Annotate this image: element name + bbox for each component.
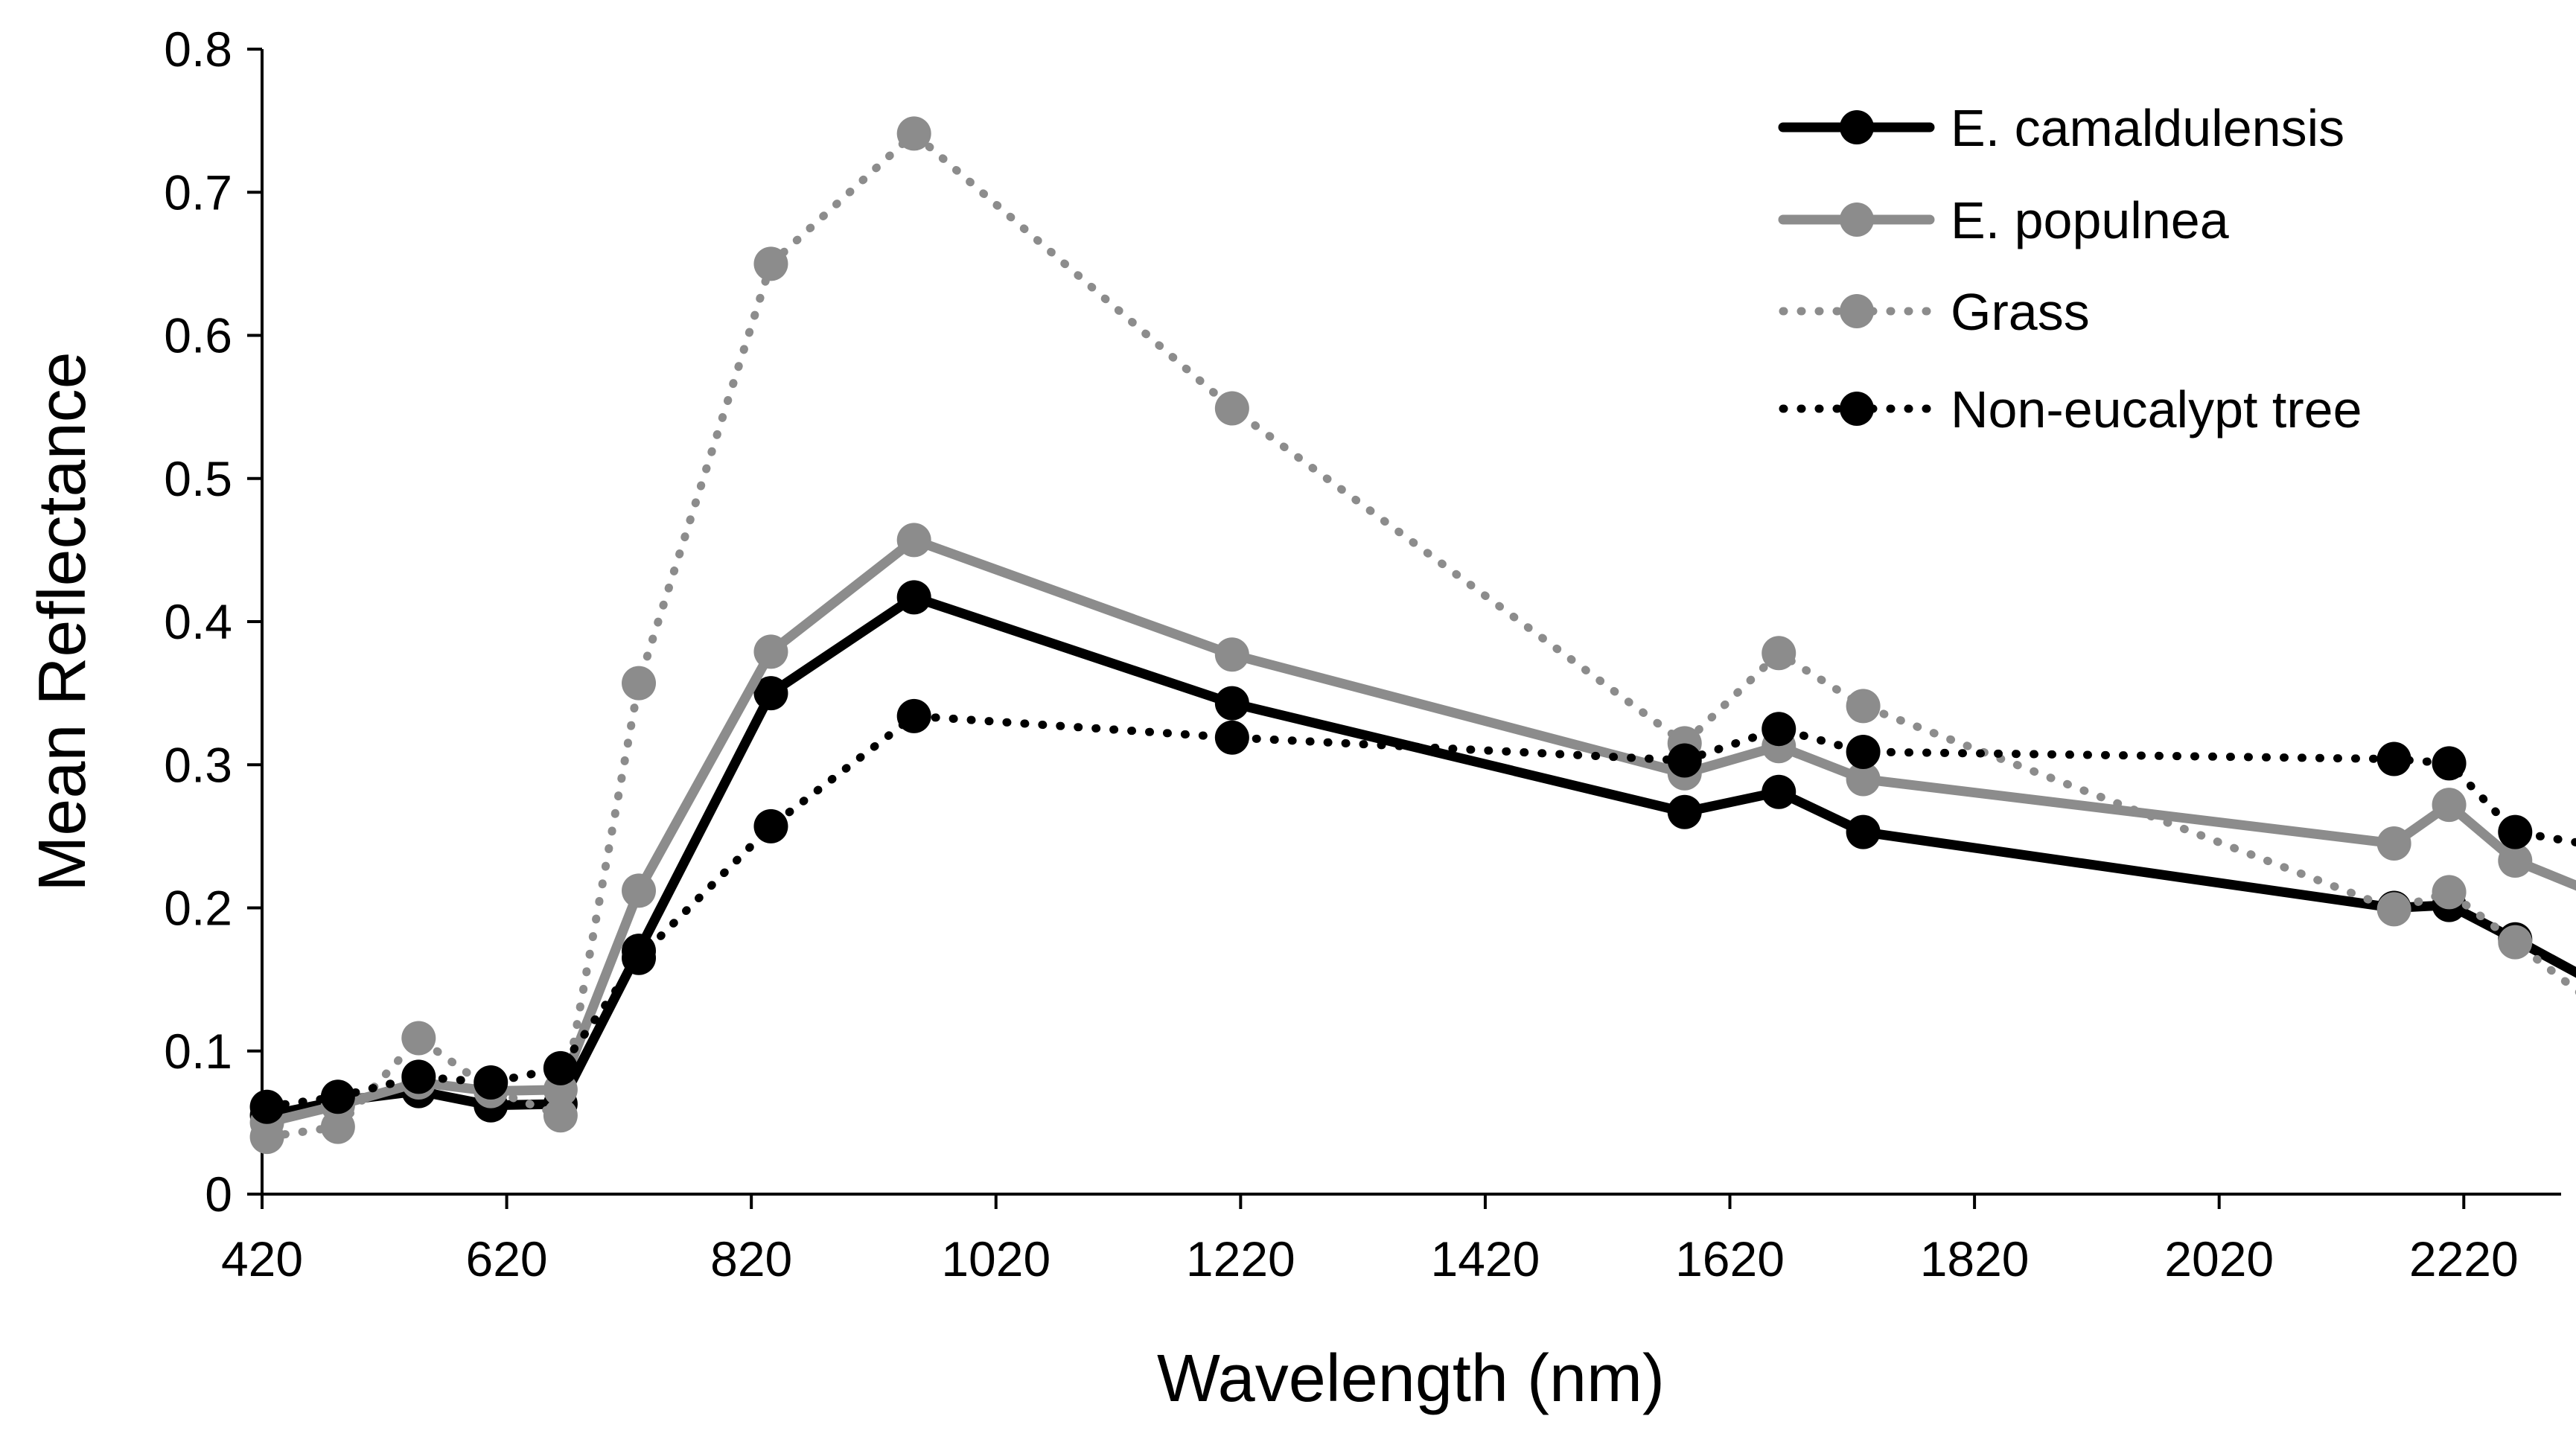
- x-axis-ticks: 420 620 820 1020 1220 1420 1620 1820 2020 2220: [221, 1194, 2519, 1286]
- legend-item: E. camaldulensis: [1778, 99, 2344, 157]
- y-axis-ticks: 0 0.1 0.2 0.3 0.4 0.5 0.6 0.7 0.8: [164, 22, 262, 1222]
- data-point: [1214, 686, 1249, 721]
- legend-label: Grass: [1951, 283, 2090, 341]
- data-point: [1214, 391, 1249, 426]
- data-point: [753, 808, 788, 843]
- data-point: [2376, 826, 2411, 861]
- x-tick-label: 420: [221, 1231, 303, 1286]
- data-point: [401, 1021, 436, 1056]
- x-axis-title: Wavelength (nm): [1157, 1342, 1665, 1416]
- y-tick-label: 0.2: [164, 881, 232, 936]
- series-line: [263, 129, 2576, 1141]
- data-point: [896, 698, 931, 733]
- data-point: [1667, 743, 1702, 778]
- y-tick-label: 0.7: [164, 165, 232, 220]
- y-tick-label: 0.4: [164, 594, 232, 649]
- y-axis-title: Mean Reflectance: [25, 351, 100, 891]
- x-tick-label: 1220: [1186, 1231, 1295, 1286]
- x-tick-label: 2020: [2164, 1231, 2274, 1286]
- data-point: [320, 1079, 355, 1114]
- data-point: [896, 523, 931, 558]
- series: [249, 116, 2576, 1155]
- data-point: [1762, 712, 1796, 747]
- series-e-populnea: [249, 523, 2576, 1140]
- legend-item: Grass: [1779, 283, 2090, 341]
- y-tick-label: 0.5: [164, 451, 232, 506]
- legend: E. camaldulensis E. populnea Grass Non-euca…: [1778, 99, 2362, 438]
- data-point: [543, 1098, 578, 1133]
- data-point: [622, 873, 657, 908]
- x-tick-label: 1020: [941, 1231, 1051, 1286]
- y-tick-label: 0: [205, 1167, 232, 1222]
- x-tick-label: 1620: [1675, 1231, 1785, 1286]
- data-point: [1762, 774, 1796, 809]
- y-tick-label: 0.1: [164, 1024, 232, 1079]
- series-non-eucalypt-tree: [249, 698, 2576, 1124]
- data-point: [753, 246, 788, 281]
- legend-swatch-marker: [1840, 110, 1874, 144]
- y-tick-label: 0.3: [164, 737, 232, 792]
- legend-item: Non-eucalypt tree: [1779, 380, 2362, 438]
- data-point: [2432, 746, 2467, 781]
- data-point: [2432, 875, 2467, 910]
- data-point: [622, 940, 657, 975]
- data-point: [896, 116, 931, 151]
- data-point: [2498, 814, 2533, 849]
- legend-swatch-marker: [1840, 202, 1874, 237]
- data-point: [2376, 741, 2411, 776]
- data-point: [543, 1050, 578, 1085]
- legend-label: E. populnea: [1951, 191, 2229, 249]
- legend-swatch-marker: [1840, 392, 1874, 426]
- legend-item: E. populnea: [1778, 191, 2229, 249]
- x-tick-label: 2220: [2409, 1231, 2519, 1286]
- data-point: [2498, 843, 2533, 878]
- series-e-camaldulensis: [249, 580, 2576, 1133]
- y-tick-label: 0.8: [164, 22, 232, 77]
- data-point: [1214, 637, 1249, 672]
- data-point: [1667, 794, 1702, 829]
- legend-swatch-marker: [1840, 294, 1874, 328]
- data-point: [474, 1065, 508, 1100]
- x-tick-label: 820: [710, 1231, 792, 1286]
- data-point: [753, 676, 788, 711]
- data-point: [2376, 892, 2411, 927]
- data-point: [622, 666, 657, 701]
- y-tick-label: 0.6: [164, 308, 232, 363]
- series-line: [262, 535, 2576, 1128]
- data-point: [1846, 762, 1881, 797]
- data-point: [401, 1059, 436, 1094]
- data-point: [320, 1109, 355, 1144]
- data-point: [2432, 788, 2467, 823]
- x-tick-label: 1420: [1431, 1231, 1540, 1286]
- data-point: [249, 1089, 284, 1124]
- data-point: [1762, 636, 1796, 671]
- x-tick-label: 1820: [1920, 1231, 2030, 1286]
- legend-label: Non-eucalypt tree: [1951, 380, 2362, 438]
- data-point: [2498, 925, 2533, 960]
- data-point: [1846, 689, 1881, 724]
- legend-label: E. camaldulensis: [1951, 99, 2344, 157]
- data-point: [249, 1120, 284, 1155]
- data-point: [753, 634, 788, 669]
- series-line: [263, 712, 2576, 1111]
- x-tick-label: 620: [466, 1231, 548, 1286]
- data-point: [896, 580, 931, 615]
- data-point: [1846, 814, 1881, 849]
- data-point: [1846, 734, 1881, 769]
- data-point: [1214, 720, 1249, 755]
- series-line: [262, 592, 2576, 1120]
